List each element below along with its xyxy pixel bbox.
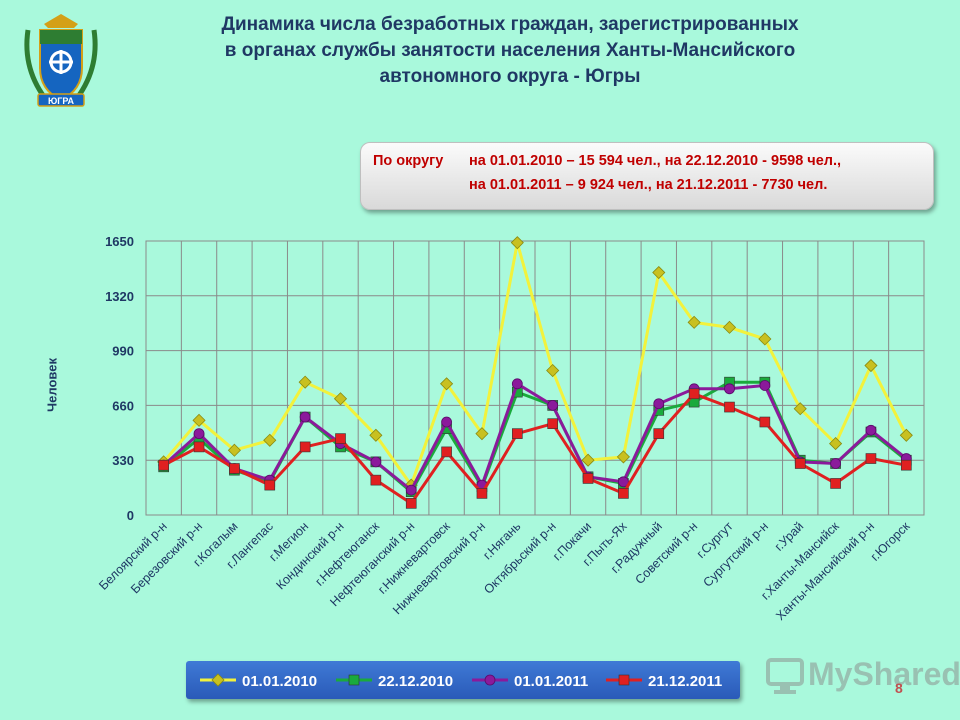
data-point (263, 433, 277, 447)
series-line-3 (163, 392, 907, 505)
data-point (475, 427, 489, 441)
data-point (547, 399, 559, 411)
title-line: в органах службы занятости населения Хан… (224, 40, 796, 61)
data-point (476, 488, 488, 499)
data-point (440, 377, 454, 391)
data-point (793, 402, 807, 416)
data-point (759, 416, 771, 428)
watermark: MyShared (760, 652, 960, 712)
data-point (227, 443, 241, 457)
data-point (722, 320, 737, 334)
data-point (510, 236, 524, 250)
data-point (688, 388, 700, 400)
data-point (758, 332, 772, 346)
y-tick-label: 990 (112, 344, 134, 359)
title-line: автономного округа - Югры (379, 66, 641, 87)
data-point (405, 498, 417, 509)
legend-label: 22.12.2010 (378, 673, 453, 690)
data-point (618, 476, 629, 488)
x-tick-label: Сургутский р-н (701, 519, 772, 590)
data-point (229, 463, 240, 474)
data-point (370, 474, 382, 486)
page-title: Динамика числа безработных граждан, заре… (130, 12, 890, 90)
data-point (298, 375, 312, 389)
data-point (369, 428, 383, 442)
coat-of-arms-icon: ЮГРА (24, 14, 98, 107)
data-point (724, 401, 735, 413)
callout-line: на 01.01.2010 – 15 594 чел., на 22.12.20… (469, 153, 842, 169)
data-point (370, 456, 382, 468)
totals-callout: По округу на 01.01.2010 – 15 594 чел., н… (360, 142, 934, 210)
title-line: Динамика числа безработных граждан, заре… (221, 14, 799, 35)
legend-items: 01.01.2010 22.12.2010 01.01.2011 21.12.2011 (200, 673, 722, 690)
data-point (724, 383, 735, 395)
data-point (193, 428, 205, 440)
y-tick-label: 0 (127, 508, 134, 523)
data-point (192, 413, 206, 427)
legend-marker (484, 674, 496, 686)
y-tick-label: 1650 (105, 234, 134, 249)
data-point (829, 437, 843, 451)
data-point (547, 418, 558, 429)
data-point (899, 428, 913, 442)
legend-label: 01.01.2011 (514, 673, 588, 690)
data-point (582, 473, 594, 484)
data-point (511, 378, 523, 390)
x-tick-label: Советский р-н (633, 519, 701, 587)
data-point (333, 392, 348, 406)
data-point (299, 441, 311, 453)
chart-legend: 01.01.2010 22.12.2010 01.01.2011 21.12.2011 (186, 661, 740, 699)
series-line-2 (162, 382, 908, 492)
y-tick-label: 1320 (105, 289, 134, 304)
data-point (512, 428, 523, 439)
data-point (653, 398, 665, 410)
data-point (546, 363, 560, 378)
data-point (335, 433, 346, 444)
data-point (687, 315, 701, 329)
data-point (441, 416, 452, 428)
legend-marker (618, 674, 630, 686)
callout-line: на 01.01.2011 – 9 924 чел., на 21.12.201… (469, 177, 828, 193)
x-tick-label: г.Югорск (868, 519, 913, 564)
data-point (794, 458, 806, 469)
series-line-0 (162, 241, 908, 487)
data-point (759, 380, 771, 391)
data-point (618, 488, 629, 499)
data-point (193, 441, 205, 453)
data-point (158, 459, 169, 471)
y-tick-label: 660 (112, 398, 134, 413)
watermark-text: MyShared (808, 656, 960, 692)
legend-marker (211, 673, 225, 687)
data-point (865, 453, 877, 464)
data-point (299, 411, 311, 423)
data-point (865, 424, 877, 436)
data-point (901, 459, 912, 471)
data-point (264, 479, 276, 491)
data-point (441, 446, 452, 458)
data-point (830, 458, 841, 469)
page-number: 8 (895, 680, 903, 696)
legend-label: 21.12.2011 (648, 673, 722, 690)
data-point (864, 358, 878, 373)
legend-marker (348, 674, 360, 686)
data-point (581, 453, 595, 467)
callout-label: По округу (373, 153, 444, 169)
legend-label: 01.01.2010 (242, 673, 317, 690)
y-tick-label: 330 (112, 453, 134, 468)
data-point (653, 428, 665, 439)
monitor-icon (766, 658, 804, 694)
data-point (652, 265, 666, 280)
data-point (830, 478, 841, 489)
data-point (616, 450, 630, 464)
emblem-text: ЮГРА (48, 96, 75, 106)
data-point (405, 484, 417, 496)
